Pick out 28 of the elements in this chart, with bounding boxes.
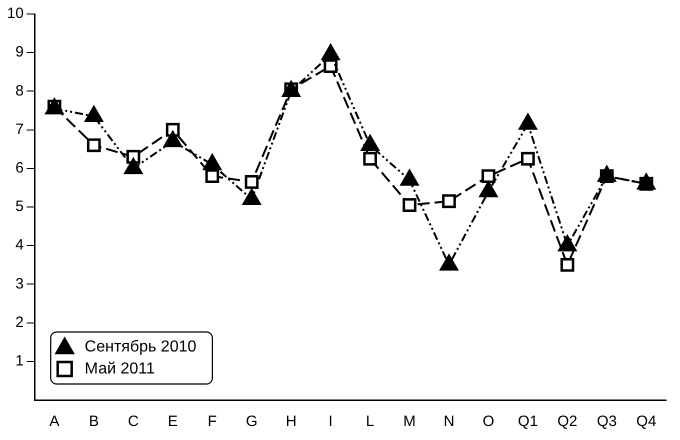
- x-tick-label: Q3: [596, 413, 617, 430]
- legend-label: Сентябрь 2010: [84, 338, 197, 356]
- y-tick-label: 5: [15, 198, 24, 216]
- x-tick-label: M: [403, 413, 416, 430]
- x-tick-label: Q4: [636, 413, 656, 430]
- x-tick-label: H: [286, 413, 297, 430]
- x-tick-label: I: [328, 413, 333, 430]
- y-tick-label: 9: [15, 44, 24, 61]
- y-tick-label: 3: [15, 275, 24, 292]
- y-tick-label: 10: [6, 5, 24, 22]
- y-tick-label: 8: [15, 82, 24, 100]
- x-tick-label: O: [482, 413, 494, 430]
- x-tick-label: A: [49, 413, 60, 430]
- x-tick-label: Q1: [518, 413, 538, 430]
- x-tick-label: B: [88, 413, 99, 430]
- y-tick-label: 2: [15, 314, 24, 331]
- y-tick-label: 7: [15, 120, 24, 138]
- x-tick-label: C: [128, 413, 139, 430]
- x-tick-label: F: [208, 413, 217, 430]
- y-tick-label: 6: [15, 160, 24, 177]
- y-tick-label: 1: [15, 352, 24, 370]
- legend-label: Май 2011: [84, 360, 155, 378]
- x-tick-label: N: [444, 413, 454, 430]
- x-tick-label: Q2: [557, 413, 578, 430]
- y-tick-label: 4: [15, 236, 24, 254]
- x-tick-label: G: [246, 413, 258, 430]
- x-tick-label: E: [168, 413, 178, 430]
- x-tick-label: L: [366, 413, 374, 430]
